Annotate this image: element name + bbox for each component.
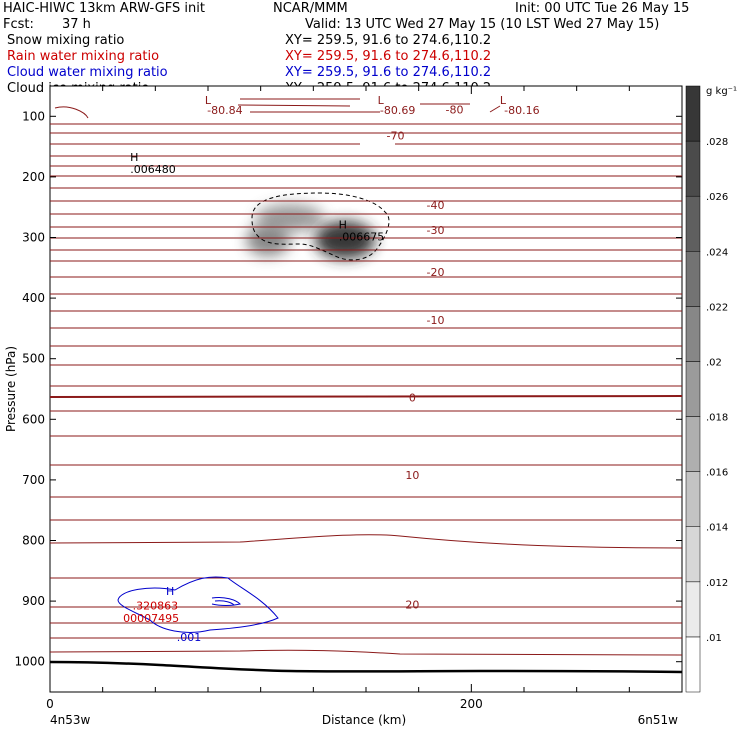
colorbar-swatch bbox=[685, 195, 701, 252]
colorbar-swatches: .01 .012 .014 .016 .018 .02 .022 .024 .026 .028 bbox=[685, 85, 728, 693]
x-tick-label: 0 bbox=[46, 697, 54, 711]
isotherm-label: -80 bbox=[445, 104, 463, 117]
x-tick-group: 0 200 bbox=[46, 86, 683, 711]
colorbar-tick-label: .024 bbox=[706, 247, 728, 258]
plot-area bbox=[49, 85, 683, 693]
colorbar-swatch bbox=[685, 636, 701, 693]
y-tick-label: 1000 bbox=[14, 655, 45, 669]
ice-shading-mid bbox=[246, 224, 290, 256]
colorbar-swatch bbox=[685, 471, 701, 527]
isotherm-label: -80.69 bbox=[380, 104, 415, 117]
colorbar-tick-label: .02 bbox=[706, 357, 722, 368]
colorbar-tick-label: .018 bbox=[706, 413, 728, 424]
isotherm-label-layer: -80.84 -80.69 -80 -80.16 -70 -40 -30 -20… bbox=[207, 104, 540, 612]
extremum-marker: L bbox=[205, 94, 212, 107]
extremum-label: .006675 bbox=[339, 230, 385, 243]
y-tick-label: 300 bbox=[22, 231, 45, 245]
extremum-marker: L bbox=[378, 94, 385, 107]
y-tick-label: 600 bbox=[22, 412, 45, 426]
colorbar-unit: g kg⁻¹ bbox=[706, 86, 737, 97]
y-axis-title: Pressure (hPa) bbox=[4, 346, 18, 432]
isotherm-lines bbox=[49, 98, 683, 656]
isotherm-label: -70 bbox=[387, 130, 405, 143]
init-time: Init: 00 UTC Tue 26 May 15 bbox=[515, 1, 690, 16]
isotherm-26 bbox=[49, 534, 683, 549]
field-name-snow: Snow mixing ratio bbox=[7, 33, 125, 48]
colorbar-swatch bbox=[685, 251, 701, 307]
colorbar-tick-label: .026 bbox=[706, 192, 728, 203]
colorbar: .01 .012 .014 .016 .018 .02 .022 .024 .026 .028 g… bbox=[685, 85, 737, 693]
org-label: NCAR/MMM bbox=[273, 1, 348, 16]
extremum-label: 00007495 bbox=[123, 612, 179, 625]
y-axis: Pressure (hPa) 1002003004005006007008009… bbox=[4, 109, 682, 669]
y-tick-label: 800 bbox=[22, 534, 45, 548]
y-tick-label: 700 bbox=[22, 473, 45, 487]
snow-contour-dashed bbox=[251, 192, 390, 261]
y-tick-label: 200 bbox=[22, 170, 45, 184]
cloud-water-inner-1 bbox=[211, 597, 241, 606]
colorbar-swatch bbox=[685, 361, 701, 417]
colorbar-tick-label: .022 bbox=[706, 302, 728, 313]
colorbar-tick-label: .016 bbox=[706, 468, 728, 479]
isotherm-zero bbox=[49, 395, 683, 398]
extremum-marker: L bbox=[500, 94, 507, 107]
isotherm-label: -10 bbox=[427, 314, 445, 327]
cloud-water-outer bbox=[117, 576, 279, 633]
extremum-marker: H bbox=[166, 585, 174, 598]
field-xy-rain: XY= 259.5, 91.6 to 274.6,110.2 bbox=[285, 49, 492, 64]
isotherm-label: -80.84 bbox=[207, 104, 242, 117]
cloud-water-inner-2 bbox=[214, 600, 235, 606]
colorbar-swatch bbox=[685, 416, 701, 472]
colorbar-swatch bbox=[685, 140, 701, 197]
colorbar-tick-label: .028 bbox=[706, 137, 728, 148]
extremum-label: .006480 bbox=[130, 163, 176, 176]
colorbar-swatch bbox=[685, 581, 701, 638]
y-tick-label: 100 bbox=[22, 109, 45, 123]
field-xy-cloud-water: XY= 259.5, 91.6 to 274.6,110.2 bbox=[285, 65, 492, 80]
field-name-cloud-water: Cloud water mixing ratio bbox=[7, 65, 168, 80]
colorbar-tick-label: .01 bbox=[706, 633, 722, 644]
isotherm-label: 0 bbox=[409, 391, 416, 404]
extremum-label: .001 bbox=[177, 631, 202, 644]
colorbar-tick-label: .012 bbox=[706, 578, 728, 589]
colorbar-swatch bbox=[685, 306, 701, 362]
field-xy-snow: XY= 259.5, 91.6 to 274.6,110.2 bbox=[285, 33, 492, 48]
x-tick-label: 200 bbox=[460, 697, 483, 711]
forecast-hour: 37 h bbox=[62, 17, 91, 32]
x-endpoint-right: 6n51w bbox=[638, 713, 679, 727]
y-tick-label: 400 bbox=[22, 291, 45, 305]
isotherm-label: 20 bbox=[405, 599, 419, 612]
field-name-rain: Rain water mixing ratio bbox=[7, 49, 160, 64]
isotherm-label: -30 bbox=[427, 224, 445, 237]
x-endpoint-left: 4n53w bbox=[50, 713, 91, 727]
colorbar-tick-label: .014 bbox=[706, 523, 728, 534]
isotherm-label: -80.16 bbox=[504, 104, 539, 117]
x-axis-title: Distance (km) bbox=[322, 713, 406, 727]
isotherm-label: -40 bbox=[427, 199, 445, 212]
extremum-marker: H bbox=[339, 218, 347, 231]
model-title: HAIC-HIWC 13km ARW-GFS init bbox=[3, 1, 205, 16]
x-axis: 0 200 Distance (km) 4n53w 6n51w bbox=[46, 86, 683, 727]
valid-time: Valid: 13 UTC Wed 27 May 15 (10 LST Wed … bbox=[305, 17, 660, 32]
ground-line bbox=[49, 660, 683, 674]
y-tick-label: 500 bbox=[22, 352, 45, 366]
isotherm-label: 10 bbox=[405, 469, 419, 482]
isotherm-label: -20 bbox=[427, 266, 445, 279]
extremum-label: .320863 bbox=[133, 599, 179, 612]
isotherm-31 bbox=[49, 649, 683, 656]
cloud-water-contours bbox=[117, 576, 279, 633]
y-tick-label: 900 bbox=[22, 594, 45, 608]
extrema-layer: L L L H H H .006480 .006675 .320863 0000… bbox=[123, 94, 507, 644]
extremum-marker: H bbox=[130, 151, 138, 164]
colorbar-swatch bbox=[685, 85, 701, 142]
forecast-label: Fcst: bbox=[3, 17, 34, 32]
isotherm-top-1 bbox=[54, 98, 501, 119]
colorbar-swatch bbox=[685, 526, 701, 583]
